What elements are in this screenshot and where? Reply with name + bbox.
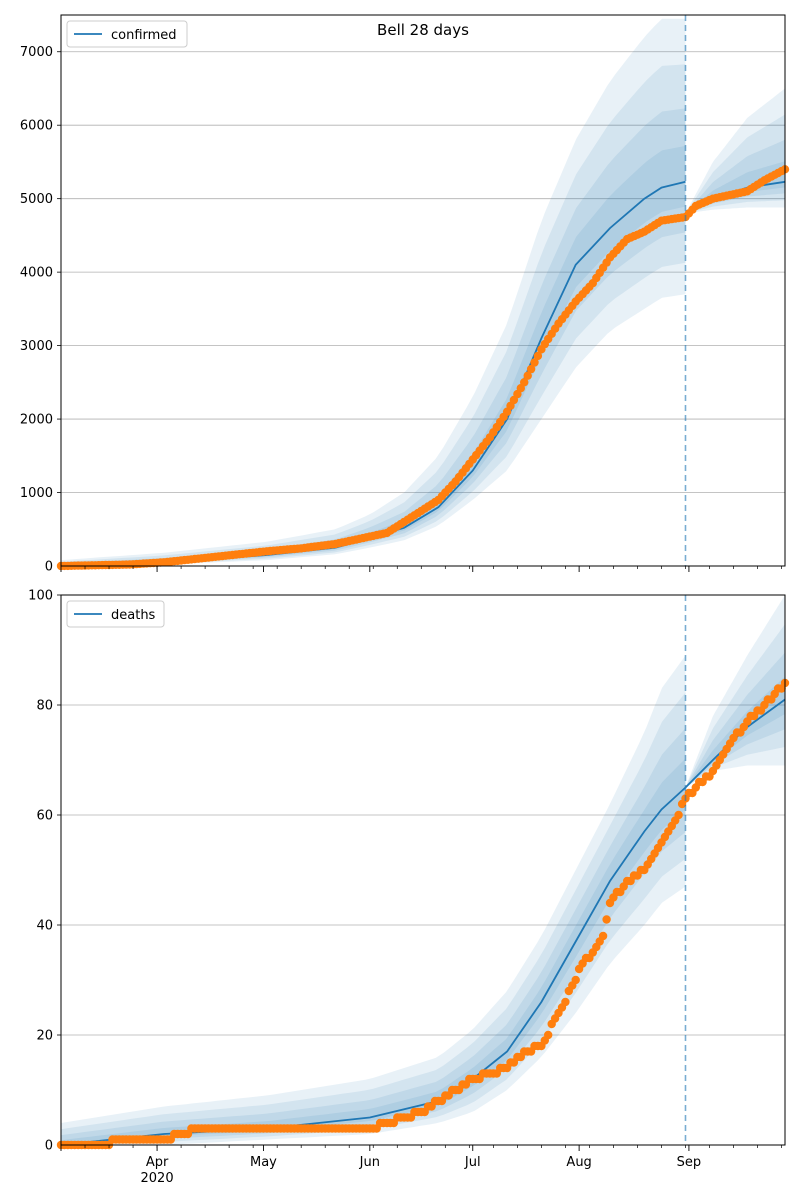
- model-band-0: [61, 655, 686, 1145]
- y-tick-label: 20: [36, 1029, 53, 1044]
- forecast-band-2: [685, 139, 785, 214]
- forecast-band-1: [685, 114, 785, 214]
- plot-frame: [60, 594, 786, 1146]
- confirmed-panel: 0 1000 2000 3000 4000 5000 6000 7000 Bell 28 day…: [20, 14, 790, 575]
- observed-point: [571, 975, 580, 985]
- observed-point: [598, 931, 608, 941]
- plot-frame: [60, 14, 786, 567]
- y-tick-label: 7000: [20, 45, 53, 60]
- x-tick-label: Apr: [146, 1155, 169, 1170]
- y-tick-label: 2000: [20, 413, 53, 428]
- y-tick-label: 3000: [20, 339, 53, 354]
- x-tick-sublabel: 2020: [141, 1171, 174, 1186]
- x-tick-label: Sep: [677, 1155, 702, 1170]
- observed-point: [674, 810, 683, 820]
- model-band-2: [61, 728, 686, 1145]
- x-tick-label: Aug: [566, 1155, 591, 1170]
- forecast-band-2: [685, 652, 785, 788]
- y-tick-label: 40: [36, 919, 53, 934]
- observed-point: [602, 915, 611, 924]
- chart-title: Bell 28 days: [377, 21, 469, 39]
- observed-point: [561, 997, 570, 1007]
- legend-box: [66, 600, 165, 628]
- y-tick-label: 100: [28, 589, 53, 604]
- observed-point: [520, 378, 529, 387]
- y-tick-label: 4000: [20, 266, 53, 281]
- model-band-1: [61, 64, 686, 567]
- x-tick-label: May: [250, 1155, 277, 1170]
- observed-point: [530, 358, 539, 367]
- model-band-2: [61, 108, 686, 567]
- y-tick-label: 0: [45, 560, 53, 575]
- legend-label: deaths: [111, 608, 156, 623]
- legend-label: confirmed: [111, 28, 177, 43]
- observed-point: [526, 364, 536, 374]
- y-tick-label: 80: [36, 699, 53, 714]
- y-tick-label: 5000: [20, 192, 53, 207]
- observed-point: [523, 371, 532, 380]
- observed-point: [544, 1030, 553, 1040]
- forecast-band-1: [685, 624, 785, 788]
- y-tick-label: 6000: [20, 119, 53, 134]
- x-tick-label: Jul: [464, 1155, 481, 1170]
- model-band-1: [61, 692, 686, 1145]
- y-tick-label: 0: [45, 1139, 53, 1154]
- observed-point: [533, 351, 543, 361]
- y-tick-label: 1000: [20, 486, 53, 501]
- forecast-band-0: [685, 595, 785, 788]
- y-tick-label: 60: [36, 809, 53, 824]
- model-band-0: [61, 18, 686, 566]
- model-band-3: [61, 145, 686, 566]
- x-tick-label: Jun: [359, 1155, 380, 1170]
- legend-box: [66, 20, 188, 48]
